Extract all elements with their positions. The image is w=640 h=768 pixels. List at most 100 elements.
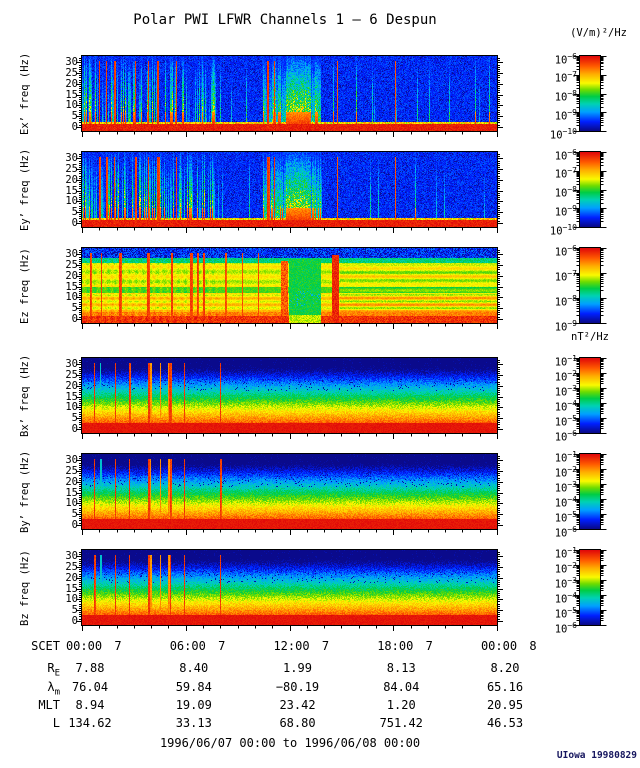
ylabel-bz: Bz freq (Hz) [19,550,31,626]
ytick-bx-5: 5 [38,412,78,424]
ephemeris-l-value-1: 33.13 [175,716,212,730]
ytick-bz-20: 20 [65,571,78,584]
colorbar-label-bx-1e-5: 10−5 [554,413,577,429]
ylabel-bx: Bx’ freq (Hz) [19,354,31,438]
ytick-bz-15: 15 [65,582,78,595]
scet-day-4: 8 [529,639,537,653]
ephemeris-λ-value-4: 65.16 [486,680,524,694]
ytick-bx-25: 25 [65,369,78,382]
ytick-bz-10: 10 [65,593,78,606]
colorbar-label-bx-1e-2: 10−2 [554,368,577,384]
ytick-bx-20: 20 [65,379,78,392]
ytick-ey-0: 0 [38,217,78,229]
ytick-by-20: 20 [65,475,78,488]
spectrogram-ey [73,150,506,238]
ephemeris-l-value-3: 751.42 [379,716,423,730]
ytick-ex-20: 20 [65,77,78,90]
ytick-ey-25: 25 [65,163,78,176]
spectrogram-bx [73,356,506,444]
ytick-ex-30: 30 [65,56,78,69]
ephemeris-label-scet: SCET [31,639,60,653]
colorbar-label-by-1e-1: 10−1 [554,449,577,465]
colorbar-label-ez-1e-6: 10−6 [554,243,577,259]
ytick-ez-15: 15 [65,280,78,293]
ytick-bz-25: 25 [65,561,78,574]
ytick-bx-15: 15 [65,390,78,403]
ytick-by-15: 15 [65,486,78,499]
magnetic-units-label: nT²/Hz [571,331,609,343]
scet-day-1: 7 [218,639,226,653]
credit-label: UIowa 19980829 [556,750,637,761]
ephemeris-λ-value-2: −80.19 [275,680,320,694]
colorbar-label-bz-1e-3: 10−3 [554,575,577,591]
colorbar-label-ex-1e-8: 10−8 [554,89,577,104]
ytick-by-0: 0 [38,519,78,531]
ephemeris-label-λ: λm [47,680,60,698]
colorbar-label-bx-1e-4: 10−4 [554,398,577,414]
scet-time-2: 12:00 [273,639,310,653]
time-range-caption: 1996/06/07 00:00 to 1996/06/08 00:00 [159,736,421,750]
ytick-ex-25: 25 [65,67,78,80]
colorbar-label-by-1e-4: 10−4 [554,494,577,510]
ylabel-ez: Ez freq (Hz) [19,248,31,324]
colorbar-ey [572,150,608,229]
ephemeris-r-value-1: 8.40 [179,661,209,675]
ytick-ey-30: 30 [65,152,78,165]
page-title: Polar PWI LFWR Channels 1 — 6 Despun [133,12,437,28]
scet-day-3: 7 [425,639,433,653]
scet-time-0: 00:00 [65,639,103,653]
colorbar-label-bx-1e-6: 10−6 [554,428,577,444]
scet-day-0: 7 [114,639,122,653]
ytick-by-30: 30 [65,454,78,467]
ephemeris-λ-value-0: 76.04 [71,680,109,694]
colorbar-label-ex-1e-7: 10−7 [554,70,577,85]
ytick-bx-30: 30 [65,358,78,371]
ytick-ey-20: 20 [65,173,78,186]
colorbar-by [572,452,608,531]
ytick-ez-20: 20 [65,269,78,282]
ytick-ey-15: 15 [65,184,78,197]
ephemeris-mlt-value-2: 23.42 [279,698,316,712]
ylabel-by: By’ freq (Hz) [19,450,31,534]
colorbar-label-ez-1e-7: 10−7 [554,268,577,284]
colorbar-label-ez-1e-9: 10−9 [554,318,577,334]
ephemeris-l-value-4: 46.53 [486,716,524,730]
ytick-ez-5: 5 [38,302,78,314]
colorbar-label-bz-1e-1: 10−1 [554,545,577,561]
colorbar-label-ey-1e-9: 10−9 [554,203,577,219]
colorbar-label-bz-1e-5: 10−5 [554,605,577,621]
ytick-ex-5: 5 [38,110,78,122]
spectrogram-by [73,452,506,540]
ephemeris-label-r: RE [47,661,60,679]
colorbar-label-ex-1e-10: 10−10 [549,126,577,142]
ephemeris-l-value-2: 68.80 [279,716,316,730]
colorbar-ez [572,246,608,325]
colorbar-label-ey-1e-7: 10−7 [554,166,577,181]
ytick-ez-0: 0 [38,313,78,325]
ephemeris-λ-value-3: 84.04 [383,680,420,694]
ephemeris-r-value-2: 1.99 [283,661,312,675]
colorbar-bz [572,548,608,627]
colorbar-label-ex-1e-6: 10−6 [554,51,577,67]
colorbar-label-bz-1e-2: 10−2 [554,560,577,576]
ytick-by-25: 25 [65,465,78,478]
ytick-bz-5: 5 [38,604,78,616]
colorbar-label-ez-1e-8: 10−8 [554,293,577,309]
ephemeris-λ-value-1: 59.84 [175,680,212,694]
ytick-by-10: 10 [65,497,78,510]
colorbar-label-ex-1e-9: 10−9 [554,107,577,123]
ytick-bz-0: 0 [38,615,78,627]
spectrogram-ex [73,54,506,142]
ephemeris-r-value-4: 8.20 [490,661,520,675]
ephemeris-mlt-value-1: 19.09 [175,698,212,712]
colorbar-label-bx-1e-1: 10−1 [554,353,577,369]
colorbar-label-by-1e-5: 10−5 [554,509,577,525]
ytick-bz-30: 30 [65,550,78,563]
colorbar-label-bz-1e-4: 10−4 [554,590,577,606]
ephemeris-l-value-0: 134.62 [68,716,112,730]
colorbar-label-ey-1e-6: 10−6 [554,147,577,163]
ytick-ex-0: 0 [38,121,78,133]
ephemeris-r-value-3: 8.13 [386,661,416,675]
ytick-bx-0: 0 [38,423,78,435]
colorbar-label-by-1e-3: 10−3 [554,479,577,495]
